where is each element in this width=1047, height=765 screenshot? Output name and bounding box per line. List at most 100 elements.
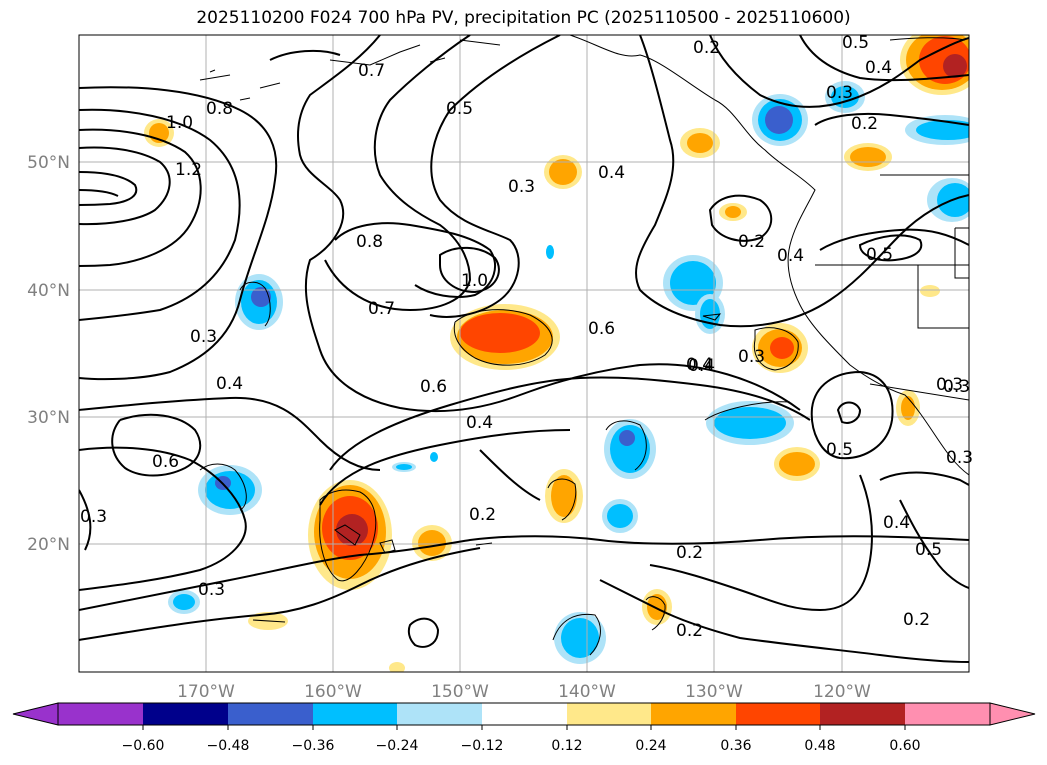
contour-label: 0.8 xyxy=(356,232,383,252)
contour-label: 0.4 xyxy=(777,246,804,266)
colorbar-tick-label: −0.60 xyxy=(122,738,165,754)
contour-label: 0.8 xyxy=(206,99,233,119)
contour-label: 0.4 xyxy=(688,356,715,376)
contour-label: 0.2 xyxy=(693,38,720,58)
contour-label: 0.6 xyxy=(152,452,179,472)
contour-label: 0.3 xyxy=(946,448,973,468)
lon-tick-label: 150°W xyxy=(431,682,489,702)
precip-blob-positive xyxy=(308,480,392,590)
contour-label: 0.4 xyxy=(598,163,625,183)
lat-tick-label: 30°N xyxy=(27,408,70,428)
colorbar-tick-label: −0.36 xyxy=(292,738,335,754)
colorbar-segment xyxy=(482,703,567,725)
contour-label: 1.0 xyxy=(166,113,193,133)
contour-label: 0.2 xyxy=(738,232,765,252)
coastlines xyxy=(199,35,969,623)
colorbar-segment xyxy=(820,703,905,725)
precip-blob-positive xyxy=(248,285,940,672)
map-title: 2025110200 F024 700 hPa PV, precipitatio… xyxy=(196,8,851,28)
contour-label: 0.2 xyxy=(851,114,878,134)
contour-label: 0.3 xyxy=(508,177,535,197)
contour-label: 0.5 xyxy=(915,540,942,560)
contour-label: 0.4 xyxy=(466,413,493,433)
colorbar-tick-label: 0.60 xyxy=(889,738,920,754)
colorbar-segment xyxy=(567,703,651,725)
precip-blob-negative xyxy=(168,245,554,614)
contour-label: 0.3 xyxy=(738,347,765,367)
contour-label: 0.6 xyxy=(420,377,447,397)
colorbar-tick-label: 0.36 xyxy=(720,738,751,754)
map-frame xyxy=(78,34,970,673)
precip-blob-negative xyxy=(905,115,969,145)
precip-blob-positive xyxy=(774,447,820,481)
precip-blob-negative xyxy=(198,465,262,515)
lon-tick-label: 140°W xyxy=(558,682,616,702)
lat-tick-label: 40°N xyxy=(27,281,70,301)
contour-label: 1.2 xyxy=(175,160,202,180)
colorbar-segment xyxy=(58,703,143,725)
contour-label: 0.4 xyxy=(216,374,243,394)
contour-label: 0.2 xyxy=(469,505,496,525)
lat-tick-label: 50°N xyxy=(27,153,70,173)
precip-blob-positive xyxy=(412,525,452,561)
colorbar-tick-label: −0.12 xyxy=(461,738,504,754)
precip-blob-positive xyxy=(719,203,747,221)
contour-label: 0.3 xyxy=(943,377,970,397)
contour-label: 0.3 xyxy=(198,580,225,600)
contour-label: 0.5 xyxy=(446,99,473,119)
precip-blob-positive xyxy=(544,155,582,189)
colorbar: −0.60 −0.48 −0.36 −0.24 −0.12 0.12 0.24 … xyxy=(12,702,1036,754)
precip-blob-negative xyxy=(602,499,638,533)
lon-tick-label: 170°W xyxy=(177,682,235,702)
colorbar-tick-label: 0.48 xyxy=(804,738,835,754)
precip-blob-positive xyxy=(844,143,892,171)
precip-blob-negative xyxy=(752,94,808,146)
colorbar-segment xyxy=(651,703,736,725)
contour-label: 0.4 xyxy=(883,513,910,533)
colorbar-segment xyxy=(143,703,228,725)
colorbar-extend-high xyxy=(989,702,1036,726)
contour-label: 0.5 xyxy=(826,440,853,460)
precip-blob-negative xyxy=(604,419,656,479)
pv-contours-thin xyxy=(199,37,966,656)
contour-label: 0.3 xyxy=(80,507,107,527)
contour-label: 0.2 xyxy=(903,610,930,630)
contour-label: 0.2 xyxy=(676,621,703,641)
contour-label: 0.5 xyxy=(866,245,893,265)
colorbar-segment xyxy=(397,703,482,725)
precip-blob-negative xyxy=(235,274,283,330)
precip-blob-positive xyxy=(680,128,720,158)
colorbar-tick-label: −0.24 xyxy=(376,738,419,754)
precip-blob-positive xyxy=(545,469,583,523)
colorbar-segment xyxy=(905,703,990,725)
colorbar-segment xyxy=(228,703,313,725)
contour-label: 0.7 xyxy=(368,299,395,319)
precip-blob-positive xyxy=(450,304,560,370)
contour-label: 0.4 xyxy=(865,58,892,78)
contour-label: 0.2 xyxy=(676,543,703,563)
pv-contours xyxy=(79,35,969,663)
lon-tick-label: 160°W xyxy=(304,682,362,702)
contour-labels: 0.5 0.2 0.7 0.4 0.3 0.8 1.0 1.2 0.5 0.3 … xyxy=(80,33,973,641)
lat-tick-label: 20°N xyxy=(27,535,70,555)
colorbar-segment xyxy=(736,703,820,725)
contour-label: 0.4 xyxy=(686,355,713,375)
contour-label: 0.7 xyxy=(358,61,385,81)
lon-tick-label: 130°W xyxy=(685,682,743,702)
colorbar-tick-label: −0.48 xyxy=(207,738,250,754)
lon-tick-labels: 170°W 160°W 150°W 140°W 130°W 120°W xyxy=(177,682,871,702)
precip-blob-negative xyxy=(706,401,794,445)
contour-label: 0.6 xyxy=(588,319,615,339)
gridlines xyxy=(79,35,969,672)
colorbar-tick-label: 0.12 xyxy=(551,738,582,754)
precip-blob-positive xyxy=(642,589,672,625)
colorbar-segment xyxy=(313,703,397,725)
contour-label: 0.3 xyxy=(190,327,217,347)
colorbar-tick-label: 0.24 xyxy=(635,738,666,754)
lat-tick-labels: 50°N 40°N 30°N 20°N xyxy=(27,153,70,555)
contour-label: 1.0 xyxy=(461,271,488,291)
colorbar-extend-low xyxy=(12,702,59,726)
lon-tick-label: 120°W xyxy=(813,682,871,702)
contour-label: 0.3 xyxy=(936,375,963,395)
